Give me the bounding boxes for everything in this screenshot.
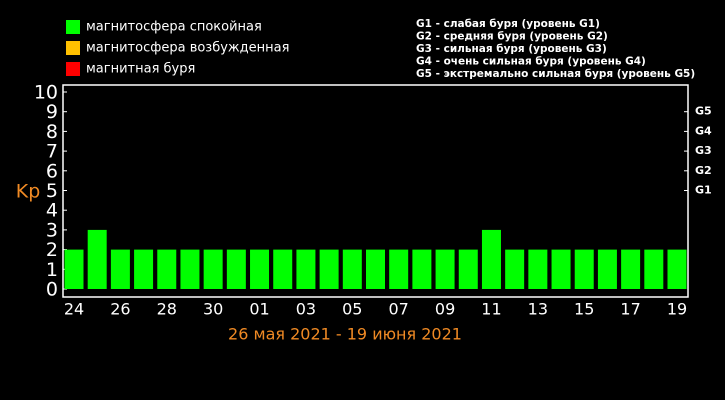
x-tick-label: 30 [203, 300, 223, 319]
x-tick-label: 11 [481, 300, 501, 319]
y-tick-label: 3 [46, 219, 58, 241]
storm-level-note: G3 - сильная буря (уровень G3) [416, 43, 607, 55]
y-tick-label: 2 [46, 239, 58, 261]
bar [226, 249, 246, 289]
bar [134, 249, 154, 289]
bar [250, 249, 270, 289]
x-tick-label: 05 [342, 300, 362, 319]
bar [110, 249, 130, 289]
x-tick-label: 13 [528, 300, 548, 319]
storm-level-note: G5 - экстремально сильная буря (уровень … [416, 68, 695, 80]
y-tick-label: 4 [46, 200, 58, 222]
legend-label: магнитная буря [86, 62, 195, 77]
legend-swatch [66, 41, 80, 55]
legend-swatch [66, 20, 80, 34]
bar [435, 249, 455, 289]
bar [87, 229, 107, 289]
bar [505, 249, 525, 289]
x-tick-label: 26 [110, 300, 130, 319]
y-tick-label: 0 [46, 279, 58, 301]
x-tick-label: 19 [667, 300, 687, 319]
y-tick-label: 1 [46, 259, 58, 281]
bar [64, 249, 84, 289]
bar [597, 249, 617, 289]
x-tick-label: 07 [389, 300, 409, 319]
x-tick-label: 01 [249, 300, 269, 319]
x-tick-label: 09 [435, 300, 455, 319]
y-tick-label: 6 [46, 160, 58, 182]
y2-tick-label: G5 [695, 105, 712, 118]
x-tick-label: 17 [620, 300, 640, 319]
storm-level-note: G4 - очень сильная буря (уровень G4) [416, 56, 646, 68]
bar [366, 249, 385, 289]
bar [528, 249, 548, 289]
bar [574, 249, 594, 289]
x-tick-label: 03 [296, 300, 316, 319]
bar [481, 229, 501, 289]
bar [458, 249, 478, 289]
x-tick-label: 28 [157, 300, 177, 319]
y2-tick-label: G2 [695, 164, 712, 177]
bar [180, 249, 200, 289]
bar [667, 249, 687, 289]
storm-level-note: G2 - средняя буря (уровень G2) [416, 31, 608, 43]
y2-tick-label: G3 [695, 144, 712, 157]
y2-tick-label: G1 [695, 184, 712, 197]
x-tick-label: 15 [574, 300, 594, 319]
bar [551, 249, 571, 289]
x-axis-label: 26 мая 2021 - 19 июня 2021 [228, 325, 462, 344]
x-tick-label: 24 [64, 300, 84, 319]
legend-label: магнитосфера возбужденная [86, 41, 289, 56]
bar [342, 249, 362, 289]
y-tick-label: 9 [46, 101, 58, 123]
y-tick-label: 10 [34, 82, 58, 104]
legend-swatch [66, 62, 80, 76]
y-tick-label: 7 [46, 141, 58, 163]
legend-label: магнитосфера спокойная [86, 20, 262, 35]
bar [389, 249, 409, 289]
bar [273, 249, 293, 289]
y-tick-label: 5 [46, 180, 58, 202]
bar [621, 249, 641, 289]
bar [412, 249, 432, 289]
y-axis-label: Kp [16, 181, 41, 203]
bar [296, 249, 316, 289]
bar [644, 249, 664, 289]
bar [319, 249, 339, 289]
storm-level-note: G1 - слабая буря (уровень G1) [416, 18, 600, 30]
y2-tick-label: G4 [695, 124, 712, 137]
bar [203, 249, 223, 289]
y-tick-label: 8 [46, 121, 58, 143]
bar [157, 249, 177, 289]
